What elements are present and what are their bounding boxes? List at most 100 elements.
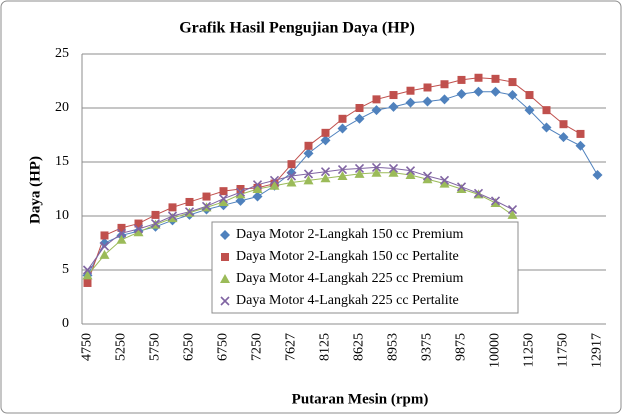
marker bbox=[422, 171, 433, 181]
marker bbox=[337, 164, 348, 175]
marker bbox=[185, 197, 194, 206]
legend-label: Daya Motor 4-Langkah 225 cc Premium bbox=[236, 271, 464, 286]
marker bbox=[456, 88, 467, 99]
marker bbox=[99, 238, 110, 248]
marker bbox=[218, 194, 229, 204]
marker bbox=[133, 224, 144, 234]
marker bbox=[490, 198, 501, 208]
legend-label: Daya Motor 2-Langkah 150 cc Pertalite bbox=[236, 249, 459, 264]
marker bbox=[116, 228, 127, 238]
y-axis-title: Daya (HP) bbox=[27, 156, 43, 224]
x-tick-label: 5750 bbox=[148, 333, 163, 361]
marker bbox=[558, 132, 569, 143]
legend: Daya Motor 2-Langkah 150 cc Premium Daya … bbox=[211, 221, 519, 314]
marker bbox=[320, 173, 331, 183]
marker bbox=[474, 73, 483, 82]
legend-label: Daya Motor 2-Langkah 150 cc Premium bbox=[236, 227, 464, 242]
marker bbox=[406, 86, 415, 95]
marker bbox=[371, 105, 382, 116]
x-tick-label: 8125 bbox=[318, 333, 333, 361]
marker bbox=[388, 167, 399, 177]
x-tick-label: 6250 bbox=[182, 333, 197, 361]
marker bbox=[575, 140, 586, 151]
marker bbox=[167, 211, 178, 221]
marker bbox=[337, 171, 348, 181]
marker bbox=[286, 177, 297, 187]
x-tick-label: 12917 bbox=[590, 333, 605, 368]
marker bbox=[83, 278, 92, 287]
x-tick-label: 8953 bbox=[386, 333, 401, 361]
marker bbox=[133, 227, 144, 237]
marker bbox=[287, 160, 296, 169]
y-tick-label: 15 bbox=[55, 154, 69, 169]
marker bbox=[525, 91, 534, 100]
marker bbox=[371, 162, 382, 172]
series-line bbox=[87, 166, 513, 271]
marker bbox=[541, 122, 552, 133]
marker bbox=[221, 253, 229, 261]
marker bbox=[371, 167, 382, 177]
marker bbox=[99, 241, 110, 251]
y-tick-label: 10 bbox=[55, 208, 69, 223]
marker bbox=[117, 223, 126, 232]
chart-title: Grafik Hasil Pengujian Daya (HP) bbox=[179, 20, 415, 37]
marker bbox=[542, 106, 551, 115]
x-tick-label: 7627 bbox=[284, 333, 299, 361]
marker bbox=[508, 78, 517, 87]
marker bbox=[82, 265, 93, 275]
marker bbox=[507, 204, 518, 215]
marker bbox=[354, 163, 365, 174]
marker bbox=[439, 178, 450, 188]
x-tick-label: 10000 bbox=[488, 333, 503, 368]
marker bbox=[507, 209, 518, 219]
y-tick-label: 5 bbox=[62, 262, 69, 277]
marker bbox=[473, 86, 484, 97]
x-tick-label: 7250 bbox=[250, 333, 265, 361]
marker bbox=[439, 94, 450, 105]
marker bbox=[473, 188, 484, 198]
marker bbox=[524, 105, 535, 116]
x-tick-label: 9875 bbox=[454, 333, 469, 361]
marker bbox=[440, 80, 449, 89]
marker bbox=[252, 191, 263, 202]
marker bbox=[220, 296, 230, 306]
marker bbox=[491, 74, 500, 83]
marker bbox=[354, 168, 365, 178]
marker bbox=[576, 129, 585, 138]
marker bbox=[269, 180, 280, 190]
marker bbox=[150, 218, 161, 229]
marker bbox=[99, 249, 110, 259]
marker bbox=[457, 75, 466, 84]
marker bbox=[218, 196, 229, 206]
marker bbox=[456, 184, 467, 193]
marker bbox=[100, 231, 109, 240]
marker bbox=[388, 163, 399, 174]
marker bbox=[201, 201, 212, 211]
marker bbox=[252, 180, 263, 190]
marker bbox=[220, 230, 230, 240]
marker bbox=[116, 234, 127, 244]
marker bbox=[388, 101, 399, 112]
marker bbox=[372, 95, 381, 104]
marker bbox=[235, 187, 246, 197]
marker bbox=[134, 219, 143, 228]
marker bbox=[389, 91, 398, 100]
marker bbox=[456, 182, 467, 192]
marker bbox=[236, 185, 245, 193]
marker bbox=[422, 96, 433, 107]
marker bbox=[321, 128, 330, 137]
marker bbox=[82, 270, 93, 280]
marker bbox=[559, 120, 568, 129]
marker bbox=[405, 169, 416, 179]
marker bbox=[202, 192, 211, 201]
marker bbox=[303, 169, 314, 179]
marker bbox=[355, 104, 364, 112]
marker bbox=[167, 213, 178, 223]
x-tick-label: 9375 bbox=[420, 333, 435, 361]
marker bbox=[490, 196, 501, 206]
marker bbox=[405, 166, 416, 176]
x-tick-label: 6750 bbox=[216, 333, 231, 361]
marker bbox=[286, 167, 297, 178]
marker bbox=[252, 184, 263, 193]
